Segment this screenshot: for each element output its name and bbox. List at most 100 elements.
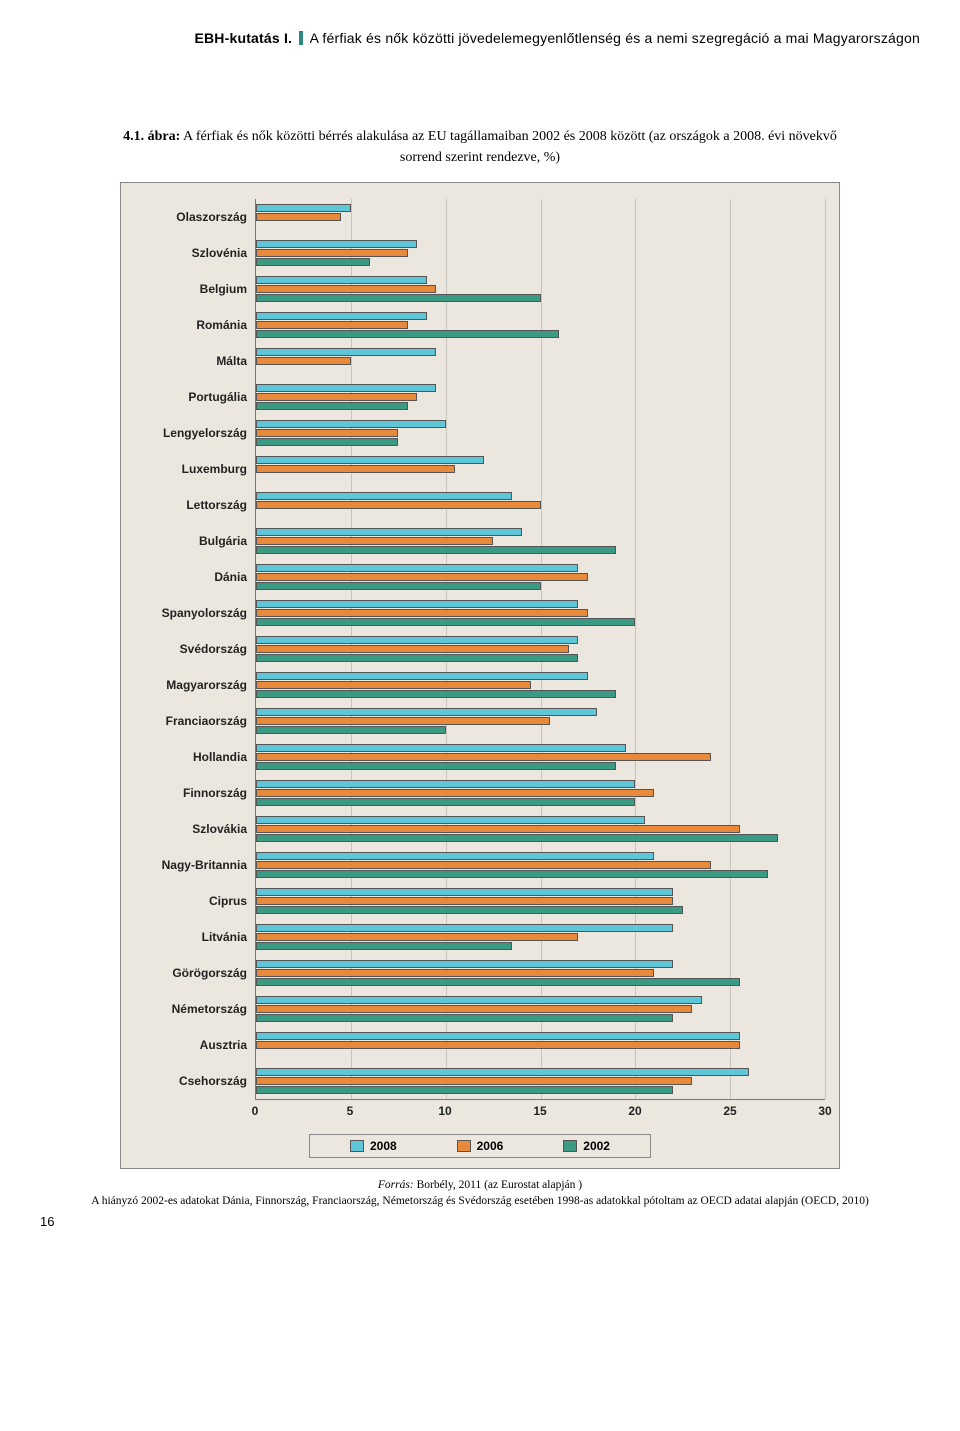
bar xyxy=(256,249,408,257)
bar-row xyxy=(256,415,825,451)
y-axis-labels: OlaszországSzlovéniaBelgiumRomániaMáltaP… xyxy=(135,199,255,1100)
category-label: Csehország xyxy=(135,1063,255,1099)
bar xyxy=(256,816,645,824)
bar xyxy=(256,537,493,545)
category-label: Dánia xyxy=(135,559,255,595)
bar xyxy=(256,726,446,734)
bar xyxy=(256,969,654,977)
bar xyxy=(256,753,711,761)
category-label: Románia xyxy=(135,307,255,343)
bar xyxy=(256,546,616,554)
bar xyxy=(256,609,588,617)
bar xyxy=(256,429,398,437)
bar-row xyxy=(256,811,825,847)
bar xyxy=(256,906,683,914)
category-label: Finnország xyxy=(135,775,255,811)
bar xyxy=(256,681,531,689)
bar xyxy=(256,870,768,878)
bar-row xyxy=(256,631,825,667)
bar-row xyxy=(256,271,825,307)
chart-container: OlaszországSzlovéniaBelgiumRomániaMáltaP… xyxy=(120,182,840,1169)
bar xyxy=(256,357,351,365)
bar xyxy=(256,996,702,1004)
category-label: Svédország xyxy=(135,631,255,667)
bar xyxy=(256,1086,673,1094)
bar xyxy=(256,492,512,500)
page-number: 16 xyxy=(40,1214,54,1229)
category-label: Magyarország xyxy=(135,667,255,703)
bar xyxy=(256,708,597,716)
category-label: Olaszország xyxy=(135,199,255,235)
source-text: Borbély, 2011 (az Eurostat alapján ) xyxy=(414,1179,582,1191)
legend-label-2002: 2002 xyxy=(583,1139,610,1153)
bar-row xyxy=(256,919,825,955)
legend-item-2006: 2006 xyxy=(457,1139,504,1153)
bar xyxy=(256,1077,692,1085)
category-label: Bulgária xyxy=(135,523,255,559)
bar xyxy=(256,1005,692,1013)
running-header: EBH-kutatás I. A férfiak és nők közötti … xyxy=(40,30,920,46)
bar xyxy=(256,213,341,221)
gridline xyxy=(825,199,826,1099)
category-label: Litvánia xyxy=(135,919,255,955)
category-label: Luxemburg xyxy=(135,451,255,487)
bar xyxy=(256,861,711,869)
bar xyxy=(256,321,408,329)
bar xyxy=(256,573,588,581)
page-container: EBH-kutatás I. A férfiak és nők közötti … xyxy=(0,0,960,1249)
bar-row xyxy=(256,307,825,343)
bar xyxy=(256,933,578,941)
x-tick-label: 30 xyxy=(818,1104,831,1118)
header-prefix: EBH-kutatás I. xyxy=(194,30,292,46)
bar xyxy=(256,276,427,284)
bar xyxy=(256,654,578,662)
bar xyxy=(256,204,351,212)
bar xyxy=(256,1041,740,1049)
category-label: Németország xyxy=(135,991,255,1027)
bar-row xyxy=(256,559,825,595)
category-label: Málta xyxy=(135,343,255,379)
bar xyxy=(256,825,740,833)
bar-row xyxy=(256,775,825,811)
category-label: Nagy-Britannia xyxy=(135,847,255,883)
bar xyxy=(256,330,559,338)
legend: 2008 2006 2002 xyxy=(309,1134,651,1158)
bar xyxy=(256,690,616,698)
legend-swatch-2002 xyxy=(563,1140,577,1152)
bar-row xyxy=(256,1027,825,1063)
plot: OlaszországSzlovéniaBelgiumRomániaMáltaP… xyxy=(135,199,825,1100)
bar-row xyxy=(256,703,825,739)
bar xyxy=(256,636,578,644)
bar xyxy=(256,789,654,797)
bar xyxy=(256,978,740,986)
legend-label-2008: 2008 xyxy=(370,1139,397,1153)
bar-row xyxy=(256,523,825,559)
category-label: Lengyelország xyxy=(135,415,255,451)
bar-rows xyxy=(256,199,825,1099)
legend-item-2008: 2008 xyxy=(350,1139,397,1153)
category-label: Ciprus xyxy=(135,883,255,919)
bar xyxy=(256,294,541,302)
bar xyxy=(256,960,673,968)
bar xyxy=(256,528,522,536)
legend-swatch-2008 xyxy=(350,1140,364,1152)
legend-item-2002: 2002 xyxy=(563,1139,610,1153)
bar xyxy=(256,798,635,806)
bar xyxy=(256,393,417,401)
category-label: Görögország xyxy=(135,955,255,991)
category-label: Szlovénia xyxy=(135,235,255,271)
bar-row xyxy=(256,595,825,631)
bar-row xyxy=(256,487,825,523)
bar xyxy=(256,402,408,410)
bar-row xyxy=(256,955,825,991)
bar xyxy=(256,312,427,320)
bar xyxy=(256,1068,749,1076)
bar xyxy=(256,834,778,842)
bar xyxy=(256,645,569,653)
caption-text: A férfiak és nők közötti bérrés alakulás… xyxy=(180,129,837,165)
bar-row xyxy=(256,667,825,703)
bar xyxy=(256,285,436,293)
bar xyxy=(256,384,436,392)
plot-area xyxy=(255,199,825,1100)
caption-number: 4.1. ábra: xyxy=(123,129,180,144)
